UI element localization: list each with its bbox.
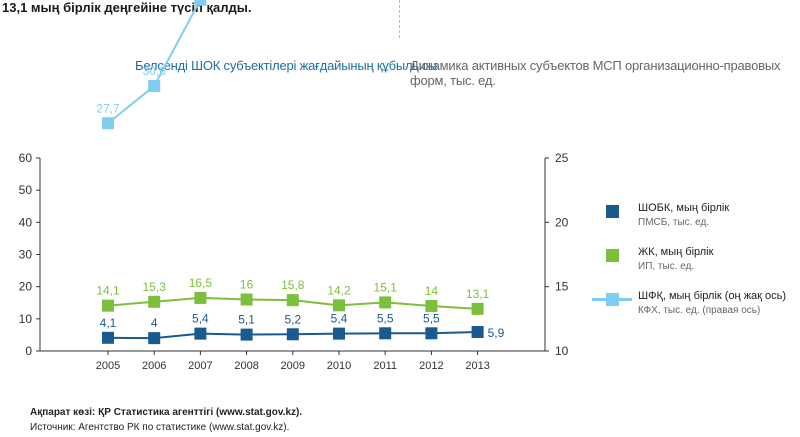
x-tick-label: 2006 [142, 360, 166, 372]
legend-swatch-light-blue [606, 293, 619, 306]
data-label: 5,5 [423, 311, 440, 325]
data-label: 15,8 [281, 278, 305, 292]
data-point [194, 291, 207, 304]
chart-title-ru: Динамика активных субъектов МСП организа… [410, 58, 781, 88]
legend-swatch-dark-blue [606, 205, 619, 218]
y-left-tick-label: 0 [25, 344, 32, 358]
data-point [425, 299, 438, 312]
chart-legend: ШОБК, мың бірлік ПМСБ, тыс. ед. ЖК, мың … [592, 200, 800, 332]
data-point [102, 331, 114, 344]
data-point [333, 327, 345, 340]
legend-item-zhk: ЖК, мың бірлік ИП, тыс. ед. [600, 244, 800, 288]
data-label: 5,9 [488, 326, 505, 340]
x-tick-label: 2008 [234, 360, 258, 372]
data-point [102, 299, 114, 312]
legend-sublabel: КФХ, тыс. ед. (правая ось) [638, 305, 761, 316]
data-label: 5,4 [331, 312, 348, 326]
data-label: 14,1 [96, 284, 120, 298]
source-ru: Источник: Агентство РК по статистике (ww… [30, 422, 290, 433]
data-point [379, 296, 392, 309]
data-point [286, 294, 299, 307]
data-point [425, 327, 438, 340]
x-tick-label: 2010 [327, 360, 351, 372]
data-point [194, 327, 207, 340]
series-line [107, 0, 202, 125]
data-point [148, 79, 161, 92]
data-label: 4 [151, 316, 158, 330]
x-tick-label: 2007 [188, 360, 212, 372]
x-tick-label: 2013 [465, 360, 489, 372]
legend-label: ЖК, мың бірлік [638, 246, 714, 258]
y-right-tick-label: 15 [555, 280, 569, 294]
legend-swatch-green [606, 249, 619, 262]
x-tick-label: 2005 [96, 360, 120, 372]
data-label: 5,5 [377, 311, 394, 325]
y-left-tick-label: 60 [19, 151, 33, 165]
data-label: 4,1 [100, 316, 117, 330]
intro-text: 13,1 мың бірлік деңгейіне түсіп қалды. [2, 0, 252, 15]
source-kz: Ақпарат көзі: ҚР Статистика агенттігі (w… [30, 407, 303, 418]
data-label: 27,7 [96, 101, 120, 115]
y-right-tick-label: 20 [555, 215, 569, 229]
data-label: 5,4 [192, 312, 209, 326]
legend-label: ШФҚ, мың бірлік (оң жақ ось) [638, 290, 787, 302]
x-tick-label: 2009 [281, 360, 305, 372]
data-point [471, 326, 484, 339]
data-label: 15,1 [374, 280, 398, 294]
legend-item-shfk: ШФҚ, мың бірлік (оң жақ ось) КФХ, тыс. е… [592, 288, 800, 332]
y-left-tick-label: 20 [19, 280, 33, 294]
x-tick-label: 2011 [373, 360, 397, 372]
data-label: 15,3 [143, 280, 167, 294]
y-left-tick-label: 40 [19, 215, 33, 229]
data-point [102, 117, 114, 130]
y-left-tick-label: 50 [19, 183, 33, 197]
data-point [148, 295, 161, 308]
legend-label: ШОБК, мың бірлік [638, 202, 730, 214]
data-point [194, 0, 207, 6]
data-point [379, 327, 392, 340]
data-point [148, 332, 161, 345]
data-label: 5,2 [284, 312, 301, 326]
y-left-tick-label: 10 [19, 312, 33, 326]
column-divider [399, 0, 400, 38]
data-point [240, 328, 253, 341]
y-right-tick-label: 10 [555, 344, 569, 358]
legend-item-shobk: ШОБК, мың бірлік ПМСБ, тыс. ед. [600, 200, 800, 244]
chart-title-kz: Белсенді ШОК субъектілері жағдайының құб… [135, 58, 438, 73]
data-label: 16,5 [189, 276, 213, 290]
data-point [333, 299, 345, 312]
y-left-tick-label: 30 [19, 248, 33, 262]
data-label: 5,1 [238, 313, 255, 327]
y-right-tick-label: 25 [555, 151, 569, 165]
legend-sublabel: ПМСБ, тыс. ед. [638, 217, 710, 228]
data-label: 13,1 [466, 287, 490, 301]
data-point [286, 328, 299, 341]
data-point [471, 302, 484, 315]
legend-sublabel: ИП, тыс. ед. [638, 261, 695, 272]
data-label: 30,6 [143, 64, 167, 78]
data-label: 14 [425, 284, 439, 298]
data-label: 16 [240, 278, 254, 292]
x-tick-label: 2012 [419, 360, 443, 372]
data-label: 14,2 [327, 283, 351, 297]
data-point [240, 293, 253, 306]
